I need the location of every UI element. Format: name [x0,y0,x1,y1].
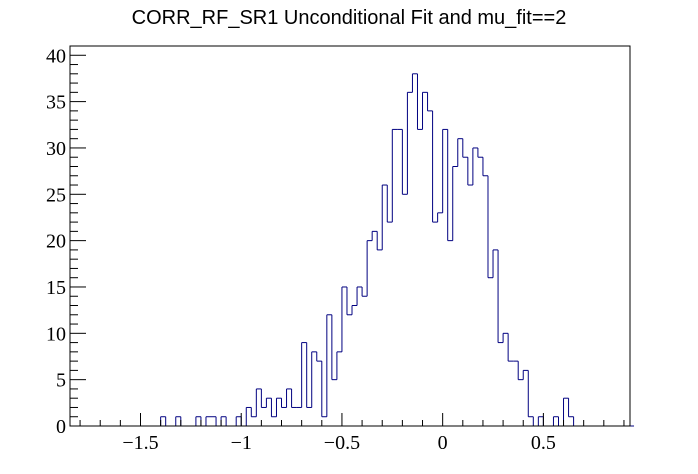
x-tick-label: 0 [438,432,448,454]
y-tick-label: 15 [46,277,66,299]
y-tick-label: 0 [56,416,66,438]
x-tick-label: −0.5 [324,432,360,454]
y-tick-label: 35 [46,92,66,114]
y-tick-label: 10 [46,323,66,345]
plot-frame [69,45,631,427]
y-tick-label: 40 [46,45,66,67]
y-tick-label: 5 [56,370,66,392]
chart-title: CORR_RF_SR1 Unconditional Fit and mu_fit… [132,7,567,29]
x-tick-label: −1.5 [122,432,158,454]
axes: −1.5 −1 −0.5 0 0.5 0 5 10 15 20 25 30 35 40 [46,45,631,454]
x-tick-label: 0.5 [531,432,556,454]
x-tick-label: −1 [231,432,252,454]
y-tick-label: 20 [46,231,66,253]
y-tick-label: 25 [46,184,66,206]
plot-area [70,73,635,427]
y-tick-label: 30 [46,138,66,160]
